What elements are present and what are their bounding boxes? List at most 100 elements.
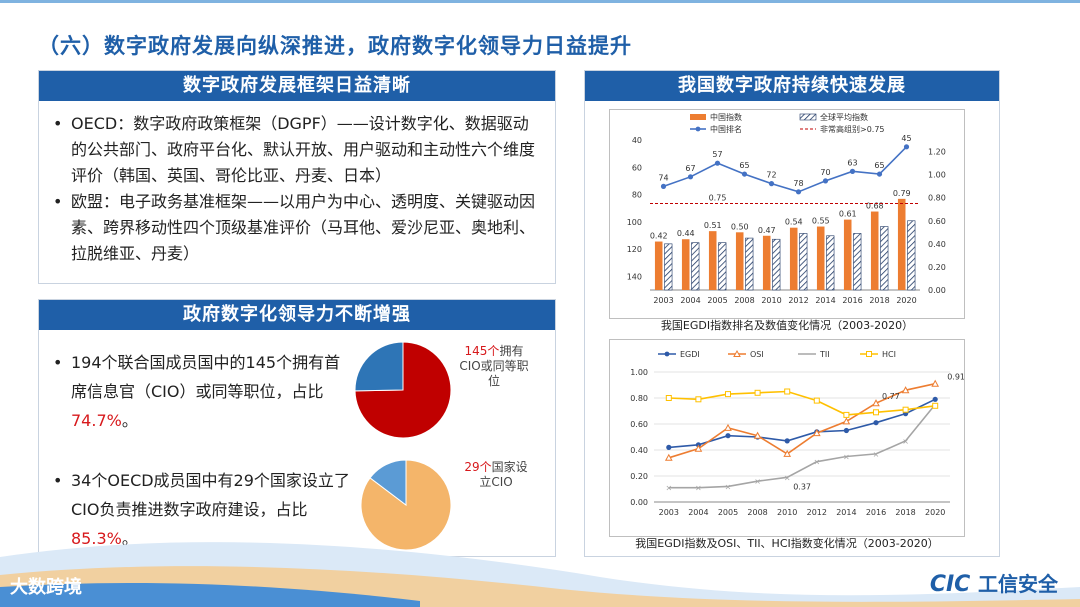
chart1-bar-global bbox=[907, 220, 916, 291]
chart2-point-osi bbox=[842, 417, 851, 425]
chart2-point-hci bbox=[725, 391, 731, 398]
chart2-x-tick: 2003 bbox=[659, 508, 679, 517]
chart1-bar-label: 0.42 bbox=[650, 232, 668, 241]
chart2-point-hci bbox=[873, 409, 879, 416]
bottom-wave-decoration bbox=[0, 542, 1080, 607]
chart2-point-tii: × bbox=[695, 484, 702, 493]
chart1-bar-label: 0.50 bbox=[731, 222, 749, 231]
chart1-right-tick: 0.00 bbox=[928, 286, 946, 295]
chart2-legend-label: OSI bbox=[750, 350, 764, 359]
chart1-bar-china bbox=[870, 211, 879, 290]
chart2-point-tii: × bbox=[843, 453, 850, 462]
egdi-components-chart-frame: 1.00 0.80 0.60 0.40 0.20 0.00 2003 2004 2005 2008… bbox=[609, 339, 965, 537]
chart1-bar-global bbox=[745, 237, 754, 291]
chart1-x-tick: 2012 bbox=[788, 296, 808, 305]
chart2-legend-marker bbox=[733, 349, 741, 357]
chart2-point-tii: × bbox=[902, 437, 909, 446]
chart1-x-tick: 2010 bbox=[761, 296, 781, 305]
chart2-point-tii: × bbox=[665, 484, 672, 493]
chart2-legend-label: EGDI bbox=[680, 350, 700, 359]
chart2-legend-label: TII bbox=[819, 350, 830, 359]
chart1-bar-china bbox=[816, 226, 825, 290]
chart2-line-osi bbox=[668, 382, 936, 459]
chart1-bar-global bbox=[853, 233, 862, 291]
chart1-right-tick: 1.20 bbox=[928, 148, 946, 157]
footer-right-logo-text: 工信安全 bbox=[978, 572, 1058, 596]
leadership-panel-header: 政府数字化领导力不断增强 bbox=[39, 300, 555, 330]
chart1-rank-label: 78 bbox=[793, 179, 803, 188]
chart2-line-tii bbox=[668, 403, 936, 489]
pie1-label: 145个拥有CIO或同等职位 bbox=[459, 344, 529, 389]
chart1-x-tick: 2005 bbox=[707, 296, 727, 305]
chart2-y-tick: 0.40 bbox=[630, 446, 648, 455]
chart1-left-tick: 120 bbox=[627, 245, 642, 254]
framework-bullet-eu: 欧盟：电子政务基准框架——以用户为中心、透明度、关键驱动因素、跨界移动性四个顶级… bbox=[51, 189, 541, 267]
chart1-rank-point bbox=[876, 171, 883, 177]
chart1-x-tick: 2014 bbox=[815, 296, 835, 305]
chart1-bar-global bbox=[799, 233, 808, 291]
chart1-bar-china bbox=[762, 235, 771, 290]
chart1-x-tick: 2020 bbox=[896, 296, 916, 305]
chart1-legend-marker bbox=[695, 126, 701, 132]
chart2-point-hci bbox=[902, 406, 909, 413]
chart1-bar-china bbox=[708, 231, 717, 290]
chart1-rank-line bbox=[663, 146, 908, 193]
chart1-left-tick: 60 bbox=[632, 163, 642, 172]
chart1-bar-label: 0.68 bbox=[866, 202, 884, 211]
chart1-rank-label: 63 bbox=[847, 158, 857, 167]
chart2-point-osi bbox=[753, 431, 762, 439]
chart2-annotation: 0.37 bbox=[793, 482, 811, 491]
chart1-bar-label: 0.51 bbox=[704, 221, 722, 230]
chart2-point-egdi bbox=[666, 444, 672, 450]
chart1-left-tick: 40 bbox=[632, 136, 642, 145]
egdi-components-chart-caption: 我国EGDI指数及OSI、TII、HCI指数变化情况（2003-2020） bbox=[635, 537, 939, 550]
chart2-annotation: 0.91 bbox=[947, 373, 964, 382]
chart1-bar-label: 0.61 bbox=[839, 210, 857, 219]
chart1-rank-label: 70 bbox=[820, 168, 830, 177]
chart2-point-osi bbox=[664, 453, 673, 461]
pie2-label-num: 29个 bbox=[464, 460, 492, 474]
chart1-rank-point bbox=[660, 183, 667, 189]
chart2-point-tii: × bbox=[725, 482, 732, 491]
chart2-point-hci bbox=[813, 397, 820, 404]
egdi-rank-chart-frame: 40 60 80 100 120 140 1.20 1.00 0.80 0.60 0.40 0.20 0… bbox=[609, 109, 965, 319]
chart1-bar-label: 0.55 bbox=[812, 217, 830, 226]
chart2-x-tick: 2005 bbox=[718, 508, 738, 517]
leadership-item2-text: 34个OECD成员国中有29个国家设立了CIO负责推进数字政府建设，占比 bbox=[71, 471, 350, 519]
chart1-bar-global bbox=[664, 243, 673, 291]
chart2-y-tick: 1.00 bbox=[630, 368, 648, 377]
chart1-bar-label: 0.44 bbox=[677, 229, 695, 238]
chart1-bar-label: 0.47 bbox=[758, 226, 776, 235]
chart2-point-egdi bbox=[843, 427, 849, 434]
pie1-label-num: 145个 bbox=[464, 344, 500, 358]
egdi-rank-chart: 40 60 80 100 120 140 1.20 1.00 0.80 0.60 0.40 0.20 0… bbox=[627, 112, 946, 305]
chart2-legend-label: HCI bbox=[882, 350, 896, 359]
chart1-x-tick: 2018 bbox=[869, 296, 889, 305]
chart2-line-egdi bbox=[668, 398, 936, 449]
chart2-line-hci bbox=[668, 390, 936, 416]
pie2-label: 29个国家设立CIO bbox=[463, 460, 529, 490]
chart2-point-osi bbox=[872, 399, 880, 407]
chart1-rank-label: 57 bbox=[712, 150, 722, 159]
chart1-rank-point bbox=[795, 189, 802, 195]
pie1-slice-with-cio bbox=[354, 341, 452, 439]
chart2-point-tii: × bbox=[754, 477, 761, 486]
pie-chart-oecd-cio bbox=[360, 459, 452, 551]
chart1-bar-china bbox=[789, 227, 798, 290]
chart2-point-egdi bbox=[873, 420, 879, 426]
chart2-x-tick: 2004 bbox=[688, 508, 708, 517]
chart1-rank-point bbox=[768, 181, 775, 187]
chart1-rank-point bbox=[714, 160, 721, 166]
bullet-dot: • bbox=[53, 471, 63, 490]
bullet-dot: • bbox=[53, 353, 63, 372]
chart1-legend-swatch bbox=[799, 113, 817, 121]
chart1-left-tick: 140 bbox=[627, 272, 642, 281]
chart2-point-egdi bbox=[932, 396, 938, 402]
chart1-bar-china bbox=[735, 232, 744, 290]
chart1-right-tick: 0.80 bbox=[928, 194, 946, 203]
chart1-right-tick: 0.60 bbox=[928, 217, 946, 226]
pie-chart-un-cio bbox=[354, 341, 452, 439]
chart1-bar-china bbox=[843, 219, 852, 290]
egdi-rank-chart-caption: 我国EGDI指数排名及数值变化情况（2003-2020） bbox=[660, 319, 914, 332]
chart2-annotation: 0.77 bbox=[882, 392, 900, 401]
